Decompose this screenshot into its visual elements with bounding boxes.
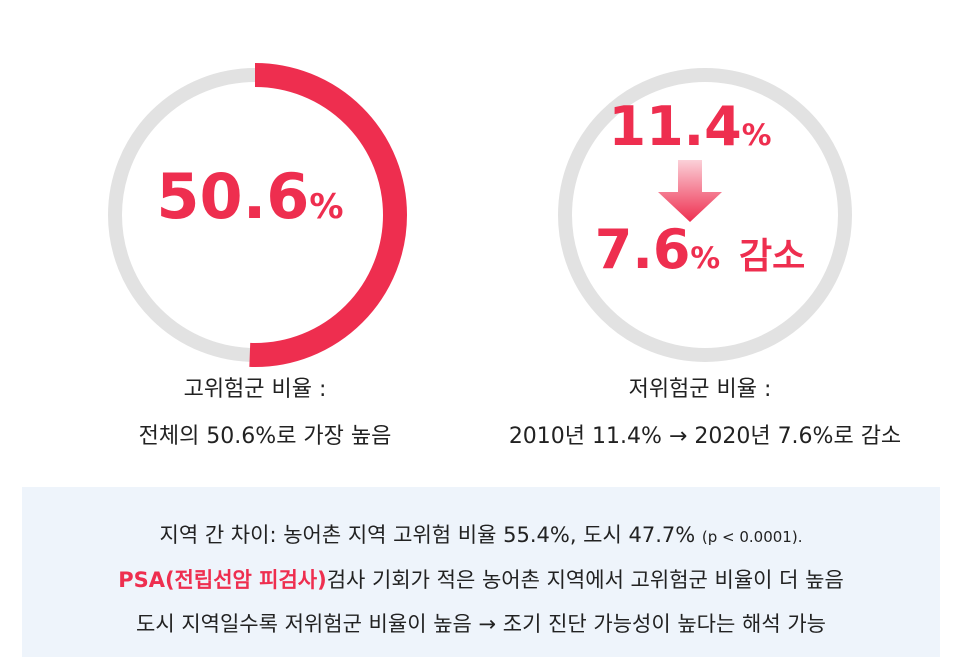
caption: 저위험군 비율 :: [628, 377, 772, 402]
caption: 2010년 11.4% → 2020년 7.6%로 감소: [508, 424, 902, 449]
unit: %: [309, 187, 344, 227]
unit: %: [741, 118, 772, 153]
summary-box: 지역 간 차이: 농어촌 지역 고위험 비율 55.4%, 도시 47.7% (…: [22, 487, 940, 657]
to-value: 7.6% 감소: [570, 218, 830, 281]
suffix: 감소: [738, 236, 806, 277]
note: (p < 0.0001).: [701, 528, 803, 546]
graphics: [103, 63, 852, 367]
highlight: PSA(전립선암 피검사): [118, 568, 327, 592]
value: 50.6: [156, 160, 310, 233]
from-value: 11.4%: [590, 95, 790, 158]
left-value: 50.6%: [140, 160, 360, 233]
text: 지역 간 차이: 농어촌 지역 고위험 비율 55.4%, 도시 47.7%: [159, 523, 696, 547]
unit: %: [690, 241, 721, 276]
summary-line: PSA(전립선암 피검사)검사 기회가 적은 농어촌 지역에서 고위험군 비율이…: [22, 564, 940, 594]
summary-line: 지역 간 차이: 농어촌 지역 고위험 비율 55.4%, 도시 47.7% (…: [22, 519, 940, 549]
value: 11.4: [608, 95, 742, 158]
caption: 전체의 50.6%로 가장 높음: [138, 424, 392, 449]
down-arrow: [658, 160, 722, 222]
summary-line: 도시 지역일수록 저위험군 비율이 높음 → 조기 진단 가능성이 높다는 해석…: [136, 612, 826, 636]
text: 검사 기회가 적은 농어촌 지역에서 고위험군 비율이 더 높음: [326, 568, 844, 592]
caption: 고위험군 비율 :: [183, 377, 327, 402]
ring: [558, 68, 852, 362]
value: 7.6: [594, 218, 691, 281]
value-arc: [103, 63, 407, 367]
